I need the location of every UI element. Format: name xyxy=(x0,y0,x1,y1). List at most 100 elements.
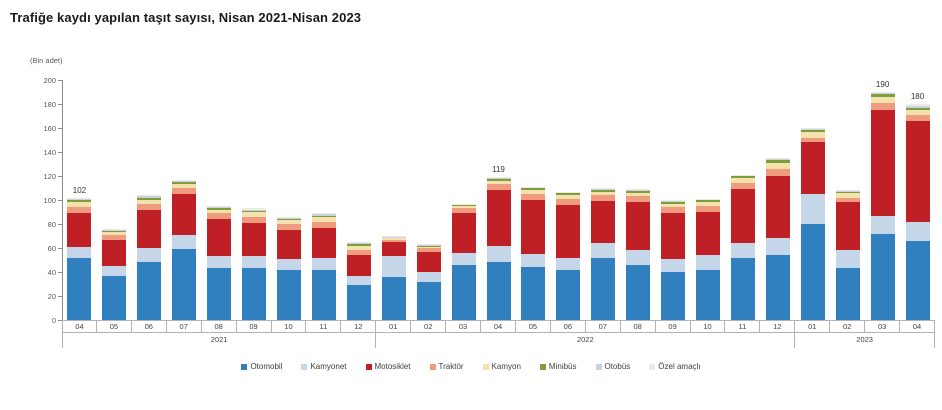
bar-value-label: 102 xyxy=(72,185,87,195)
bar-segment--zel-ama-l- xyxy=(591,188,616,189)
bar-segment-minib-s xyxy=(870,94,895,97)
bar-segment--zel-ama-l- xyxy=(870,92,895,94)
bar-segment-minib-s xyxy=(730,176,755,179)
bar-segment-otob-s xyxy=(696,199,721,200)
bar-segment-kamyonet xyxy=(800,194,825,224)
x-axis-month-label: 05 xyxy=(96,320,132,333)
bar-segment--zel-ama-l- xyxy=(346,242,371,244)
bar-segment-motosiklet xyxy=(730,189,755,244)
x-axis-year-label: 2023 xyxy=(795,333,935,348)
bar-segment-kamyonet xyxy=(696,255,721,270)
bar-segment--zel-ama-l- xyxy=(800,128,825,129)
x-axis-month-label: 08 xyxy=(201,320,237,333)
bar-segment-minib-s xyxy=(626,190,651,193)
bar-segment-minib-s xyxy=(451,204,476,206)
bar-segment-kamyon xyxy=(346,245,371,251)
bar-segment--zel-ama-l- xyxy=(486,177,511,178)
bar-segment-otomobil xyxy=(905,240,930,320)
legend-swatch-icon xyxy=(649,363,656,370)
bar-segment-otob-s xyxy=(207,207,232,209)
bar-segment-kamyon xyxy=(137,200,162,204)
bar-segment-otomobil xyxy=(765,255,790,320)
bar-segment-otomobil xyxy=(242,268,267,320)
bar-segment-kamyonet xyxy=(381,256,406,277)
y-axis-tick-label: 20 xyxy=(47,292,56,301)
bar-segment-kamyonet xyxy=(661,258,686,272)
legend-swatch-icon xyxy=(365,363,372,370)
x-axis-month-label: 07 xyxy=(166,320,202,333)
bar-segment-otob-s xyxy=(661,200,686,202)
bar-segment-kamyonet xyxy=(486,245,511,263)
bar-segment-kamyonet xyxy=(556,257,581,270)
bar-segment--zel-ama-l- xyxy=(730,174,755,176)
legend-swatch-icon xyxy=(482,363,489,370)
bar-segment-kamyon xyxy=(67,202,92,208)
bar-segment-otob-s xyxy=(486,177,511,179)
bar-segment-kamyonet xyxy=(416,272,441,282)
bar-segment-otob-s xyxy=(626,189,651,191)
bar-segment-otob-s xyxy=(137,196,162,198)
legend-item-minib-s: Minibüs xyxy=(539,362,577,371)
bar-segment-motosiklet xyxy=(137,209,162,248)
bar-segment-otomobil xyxy=(102,275,127,320)
bar-segment-otomobil xyxy=(207,268,232,320)
bar-segment-kamyonet xyxy=(730,243,755,258)
bar-segment-otob-s xyxy=(451,204,476,205)
bar-segment-trakt-r xyxy=(242,216,267,223)
x-axis-month-label: 03 xyxy=(865,320,901,333)
bar-segment-motosiklet xyxy=(696,212,721,256)
x-axis-month-label: 12 xyxy=(760,320,796,333)
legend-item-motosiklet: Motosiklet xyxy=(365,362,411,371)
bar-segment-trakt-r xyxy=(800,137,825,143)
bar-segment-motosiklet xyxy=(311,227,336,258)
bar-segment-otomobil xyxy=(172,249,197,320)
bar-segment-otomobil xyxy=(311,269,336,320)
bar-segment-otomobil xyxy=(591,257,616,320)
legend-item-otomobil: Otomobil xyxy=(241,362,282,371)
x-axis-month-label: 09 xyxy=(655,320,691,333)
bar-segment-kamyon xyxy=(521,190,546,194)
bar-segment-kamyonet xyxy=(626,250,651,265)
bar-segment-motosiklet xyxy=(242,222,267,257)
bar-segment-trakt-r xyxy=(521,194,546,200)
y-axis-tick xyxy=(58,176,62,177)
bar-segment-kamyon xyxy=(242,212,267,217)
bar-segment--zel-ama-l- xyxy=(765,158,790,160)
bar-segment-trakt-r xyxy=(381,239,406,242)
legend-swatch-icon xyxy=(429,363,436,370)
bar-segment-trakt-r xyxy=(207,213,232,220)
bar-segment-minib-s xyxy=(556,192,581,196)
bar-segment-motosiklet xyxy=(486,190,511,246)
bar-segment-motosiklet xyxy=(67,213,92,247)
bar-segment-otomobil xyxy=(835,268,860,320)
bar-segment-trakt-r xyxy=(765,168,790,176)
bar-segment-kamyonet xyxy=(905,221,930,241)
x-axis-month-label: 03 xyxy=(446,320,482,333)
legend-label: Motosiklet xyxy=(374,362,411,371)
bar-segment-otomobil xyxy=(521,267,546,320)
bar-segment-minib-s xyxy=(381,237,406,239)
bar-segment-otomobil xyxy=(486,262,511,320)
bar-segment-minib-s xyxy=(102,231,127,233)
bar-segment-otob-s xyxy=(521,187,546,188)
bar-segment-otomobil xyxy=(276,269,301,320)
y-axis-tick xyxy=(58,152,62,153)
x-axis-month-label: 04 xyxy=(62,320,97,333)
bar-segment-kamyonet xyxy=(242,256,267,269)
bar-segment-otob-s xyxy=(800,128,825,130)
bar-segment-motosiklet xyxy=(800,142,825,194)
bar-segment-trakt-r xyxy=(137,203,162,210)
bar-segment-kamyon xyxy=(591,191,616,196)
bar-segment-otob-s xyxy=(556,192,581,193)
legend-swatch-icon xyxy=(539,363,546,370)
x-axis-month-label: 10 xyxy=(690,320,726,333)
bar-segment-motosiklet xyxy=(870,110,895,216)
legend-label: Özel amaçlı xyxy=(658,362,701,371)
x-axis-month-label: 04 xyxy=(481,320,516,333)
bar-segment-minib-s xyxy=(591,189,616,192)
bar-segment-otomobil xyxy=(346,285,371,320)
bar-segment-kamyon xyxy=(870,96,895,103)
bar-segment-kamyon xyxy=(661,203,686,208)
bar-segment-otob-s xyxy=(905,105,930,108)
bar-segment-motosiklet xyxy=(276,230,301,259)
